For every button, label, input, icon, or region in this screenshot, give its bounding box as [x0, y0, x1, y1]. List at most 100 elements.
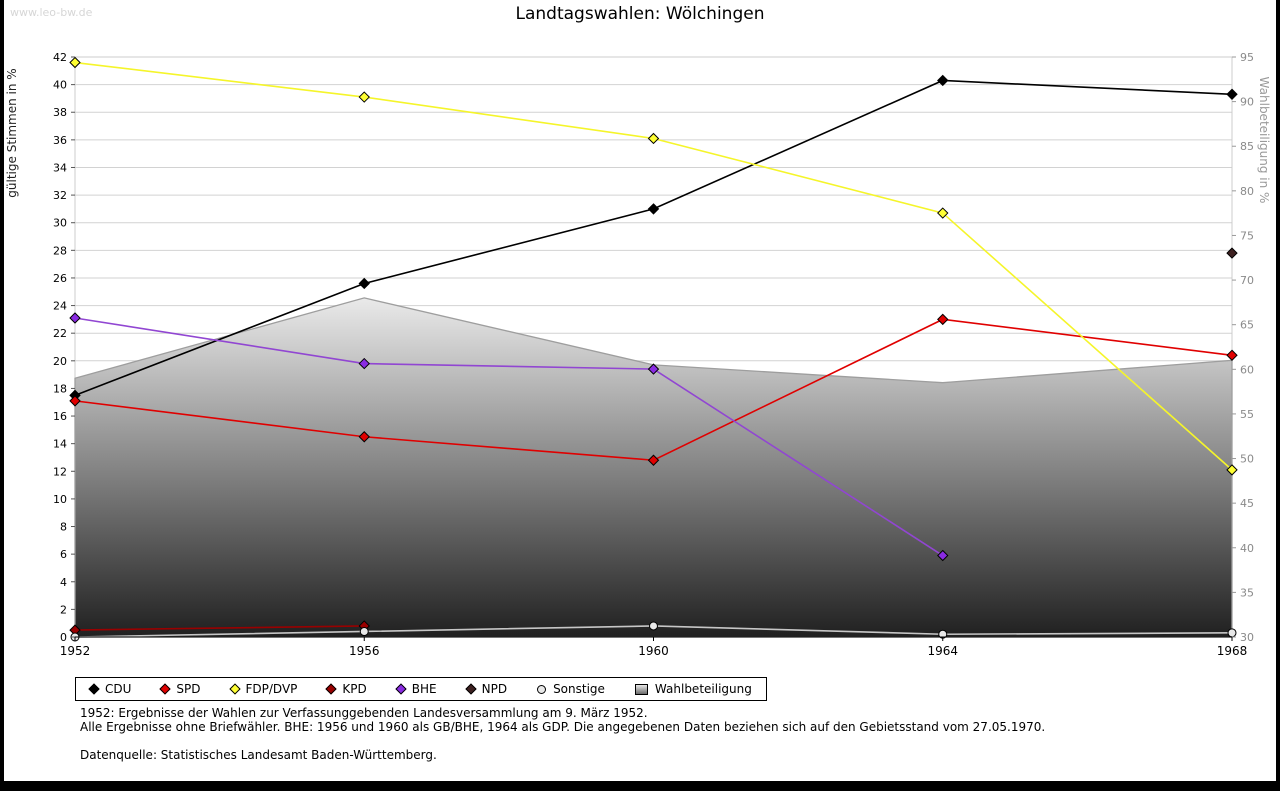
point-spd	[358, 431, 370, 443]
legend-marker-bhe	[395, 683, 407, 695]
svg-text:28: 28	[53, 244, 67, 257]
legend-marker-fdp-dvp	[228, 683, 241, 695]
point-cdu	[358, 277, 370, 290]
point-bhe	[647, 363, 660, 375]
svg-text:6: 6	[60, 548, 67, 561]
legend-item-cdu: CDU	[88, 682, 132, 696]
point-fdp-dvp	[1226, 464, 1238, 476]
page-title: Landtagswahlen: Wölchingen	[515, 4, 765, 24]
point-sonstige	[649, 621, 658, 631]
svg-text:14: 14	[53, 438, 67, 451]
series-cdu	[69, 74, 1238, 402]
point-fdp-dvp	[358, 91, 370, 103]
point-fdp-dvp	[937, 207, 949, 219]
svg-text:42: 42	[53, 51, 67, 64]
chart-svg: 0246810121416182022242628303234363840423…	[5, 51, 1271, 658]
point-sonstige	[1227, 628, 1237, 638]
footnote-line-2: Alle Ergebnisse ohne Briefwähler. BHE: 1…	[80, 720, 1046, 734]
svg-text:18: 18	[53, 382, 67, 395]
svg-text:32: 32	[53, 189, 67, 202]
point-spd	[69, 395, 81, 407]
svg-text:55: 55	[1240, 408, 1254, 421]
svg-text:60: 60	[1240, 363, 1254, 376]
legend: CDU SPD FDP/DVP KPD BHE NPD Sonstige Wahlbeteil…	[75, 677, 767, 701]
svg-text:38: 38	[53, 106, 67, 119]
frame-left	[0, 0, 4, 791]
point-fdp-dvp	[647, 132, 660, 145]
point-spd	[647, 454, 660, 466]
legend-marker-kpd	[325, 683, 338, 695]
svg-text:2: 2	[60, 603, 67, 616]
svg-text:1952: 1952	[60, 644, 91, 658]
footnotes: 1952: Ergebnisse der Wahlen zur Verfassu…	[80, 706, 1045, 762]
point-bhe	[358, 357, 370, 370]
svg-text:16: 16	[53, 410, 67, 423]
svg-text:1964: 1964	[927, 644, 958, 658]
point-spd	[937, 313, 949, 326]
svg-text:30: 30	[53, 217, 67, 230]
svg-text:80: 80	[1240, 185, 1254, 198]
svg-text:8: 8	[60, 521, 67, 534]
svg-text:85: 85	[1240, 140, 1254, 153]
footnote-source: Datenquelle: Statistisches Landesamt Bad…	[80, 748, 437, 762]
svg-text:70: 70	[1240, 274, 1254, 287]
legend-item-npd: NPD	[464, 682, 508, 696]
footnote-line-1: 1952: Ergebnisse der Wahlen zur Verfassu…	[80, 706, 648, 720]
svg-text:12: 12	[53, 465, 67, 478]
legend-label-fdp-dvp: FDP/DVP	[245, 682, 298, 696]
svg-text:34: 34	[53, 161, 67, 174]
point-bhe	[937, 549, 949, 562]
legend-label-kpd: KPD	[342, 682, 367, 696]
legend-item-sonstige: Sonstige	[537, 682, 605, 696]
legend-marker-spd	[159, 683, 172, 695]
svg-text:4: 4	[60, 576, 67, 589]
svg-text:22: 22	[53, 327, 67, 340]
left-axis-label: gültige Stimmen in %	[5, 68, 19, 197]
legend-label-bhe: BHE	[411, 682, 437, 696]
legend-label-sonstige: Sonstige	[553, 682, 605, 696]
svg-text:40: 40	[1240, 542, 1254, 555]
svg-text:75: 75	[1240, 229, 1254, 242]
svg-text:30: 30	[1240, 631, 1254, 644]
svg-text:95: 95	[1240, 51, 1254, 64]
point-fdp-dvp	[69, 56, 81, 69]
svg-text:45: 45	[1240, 497, 1254, 510]
legend-item-wahlbeteiligung: Wahlbeteiligung	[634, 682, 752, 696]
svg-text:1968: 1968	[1217, 644, 1248, 658]
legend-label-cdu: CDU	[105, 682, 132, 696]
svg-text:36: 36	[53, 134, 67, 147]
svg-text:40: 40	[53, 79, 67, 92]
series-npd	[1226, 247, 1238, 259]
svg-text:65: 65	[1240, 319, 1254, 332]
series-fdp-dvp	[69, 56, 1238, 476]
svg-text:24: 24	[53, 300, 67, 313]
svg-text:0: 0	[60, 631, 67, 644]
right-axis-label: Wahlbeteiligung in %	[1257, 77, 1271, 204]
svg-text:1960: 1960	[638, 644, 669, 658]
chart-axes: 0246810121416182022242628303234363840423…	[53, 51, 1254, 658]
watermark: www.leo-bw.de	[10, 6, 93, 19]
legend-item-bhe: BHE	[395, 682, 437, 696]
svg-text:26: 26	[53, 272, 67, 285]
point-spd	[1226, 349, 1238, 361]
series-bhe	[69, 312, 949, 562]
svg-text:50: 50	[1240, 453, 1254, 466]
svg-text:1956: 1956	[349, 644, 380, 658]
legend-marker-wahlbeteiligung	[634, 683, 648, 695]
svg-text:35: 35	[1240, 586, 1254, 599]
point-sonstige	[359, 626, 369, 636]
svg-text:10: 10	[53, 493, 67, 506]
series-spd	[69, 313, 1238, 466]
point-bhe	[69, 312, 81, 324]
svg-text:90: 90	[1240, 96, 1254, 109]
legend-label-spd: SPD	[176, 682, 201, 696]
legend-item-spd: SPD	[159, 682, 201, 696]
point-cdu	[937, 74, 949, 87]
legend-label-npd: NPD	[481, 682, 508, 696]
point-cdu	[647, 203, 660, 215]
frame-bottom	[0, 781, 1280, 791]
svg-text:20: 20	[53, 355, 67, 368]
legend-item-fdp-dvp: FDP/DVP	[228, 682, 298, 696]
frame-right	[1276, 0, 1280, 791]
